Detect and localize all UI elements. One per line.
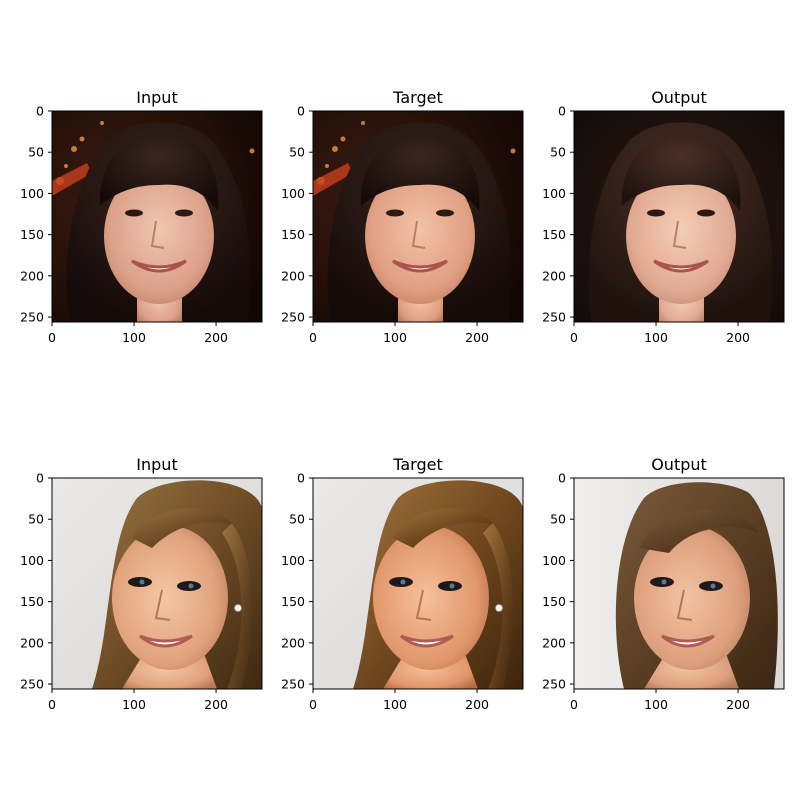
face bbox=[112, 526, 228, 670]
y-tick-label: 250 bbox=[281, 310, 305, 325]
y-tick-label: 250 bbox=[20, 310, 44, 325]
face-photo bbox=[52, 478, 262, 689]
subplot-panel: Target 0 50 100 150 200 250 0 100 200 bbox=[281, 455, 524, 712]
face-photo bbox=[313, 478, 523, 689]
face-photo bbox=[574, 478, 784, 689]
subplot-panel: Input 0 50 100 150 200 250 0 100 200 bbox=[20, 455, 263, 712]
y-tick-label: 0 bbox=[36, 104, 44, 119]
y-tick-label: 0 bbox=[297, 471, 305, 486]
subplot-panel: Input 0 50 100 150 200 250 0 100 200 bbox=[20, 88, 263, 345]
x-tick-label: 100 bbox=[383, 330, 407, 345]
panel-title: Output bbox=[651, 88, 707, 107]
subplot-panel: Output 0 50 100 150 200 250 0 100 200 bbox=[542, 88, 785, 345]
x-tick-label: 200 bbox=[726, 330, 750, 345]
x-tick-label: 200 bbox=[726, 697, 750, 712]
y-tick-label: 0 bbox=[36, 471, 44, 486]
y-tick-label: 200 bbox=[281, 635, 305, 650]
y-tick-label: 100 bbox=[542, 186, 566, 201]
y-tick-label: 100 bbox=[20, 553, 44, 568]
face-photo bbox=[574, 111, 784, 322]
face bbox=[365, 168, 475, 304]
panel-title: Input bbox=[136, 455, 177, 474]
y-tick-label: 100 bbox=[281, 553, 305, 568]
x-tick-label: 100 bbox=[644, 697, 668, 712]
y-tick-label: 150 bbox=[542, 227, 566, 242]
y-tick-label: 50 bbox=[289, 145, 305, 160]
x-tick-label: 0 bbox=[309, 697, 317, 712]
y-tick-label: 200 bbox=[20, 635, 44, 650]
y-tick-label: 250 bbox=[281, 677, 305, 692]
axes-frame bbox=[51, 477, 263, 690]
face bbox=[104, 168, 214, 304]
x-tick-label: 0 bbox=[48, 330, 56, 345]
y-tick-label: 200 bbox=[20, 268, 44, 283]
face bbox=[373, 526, 489, 670]
y-tick-label: 200 bbox=[542, 635, 566, 650]
y-tick-label: 0 bbox=[558, 471, 566, 486]
y-tick-label: 150 bbox=[281, 594, 305, 609]
y-tick-label: 250 bbox=[20, 677, 44, 692]
panel-title: Output bbox=[651, 455, 707, 474]
axes-frame bbox=[573, 110, 785, 323]
y-tick-label: 50 bbox=[289, 512, 305, 527]
x-tick-label: 200 bbox=[204, 330, 228, 345]
x-tick-label: 200 bbox=[465, 697, 489, 712]
face-photo bbox=[52, 111, 262, 322]
axes-frame bbox=[573, 477, 785, 690]
x-tick-label: 0 bbox=[309, 330, 317, 345]
subplot-panel: Output 0 50 100 150 200 250 0 100 200 bbox=[542, 455, 785, 712]
face bbox=[634, 526, 750, 670]
y-tick-label: 250 bbox=[542, 677, 566, 692]
y-tick-label: 50 bbox=[28, 512, 44, 527]
y-tick-label: 150 bbox=[20, 227, 44, 242]
x-tick-label: 0 bbox=[48, 697, 56, 712]
y-tick-label: 50 bbox=[28, 145, 44, 160]
y-tick-label: 100 bbox=[281, 186, 305, 201]
y-tick-label: 100 bbox=[542, 553, 566, 568]
panel-title: Target bbox=[392, 88, 443, 107]
y-tick-label: 50 bbox=[550, 145, 566, 160]
subplot-panel: Target 0 50 100 150 200 250 0 100 200 bbox=[281, 88, 524, 345]
y-tick-label: 0 bbox=[297, 104, 305, 119]
y-tick-label: 150 bbox=[20, 594, 44, 609]
x-tick-label: 200 bbox=[204, 697, 228, 712]
panel-title: Target bbox=[392, 455, 443, 474]
y-tick-label: 250 bbox=[542, 310, 566, 325]
x-tick-label: 100 bbox=[383, 697, 407, 712]
y-tick-label: 0 bbox=[558, 104, 566, 119]
x-tick-label: 0 bbox=[570, 697, 578, 712]
y-tick-label: 200 bbox=[542, 268, 566, 283]
x-tick-label: 0 bbox=[570, 330, 578, 345]
axes-frame bbox=[312, 110, 524, 323]
y-tick-label: 50 bbox=[550, 512, 566, 527]
earring bbox=[234, 604, 242, 612]
earring bbox=[495, 604, 503, 612]
y-tick-label: 200 bbox=[281, 268, 305, 283]
axes-frame bbox=[312, 477, 524, 690]
axes-frame bbox=[51, 110, 263, 323]
y-tick-label: 150 bbox=[281, 227, 305, 242]
x-tick-label: 100 bbox=[644, 330, 668, 345]
x-tick-label: 200 bbox=[465, 330, 489, 345]
face bbox=[626, 168, 736, 304]
x-tick-label: 100 bbox=[122, 697, 146, 712]
x-tick-label: 100 bbox=[122, 330, 146, 345]
panel-title: Input bbox=[136, 88, 177, 107]
y-tick-label: 100 bbox=[20, 186, 44, 201]
face-photo bbox=[313, 111, 523, 322]
y-tick-label: 150 bbox=[542, 594, 566, 609]
